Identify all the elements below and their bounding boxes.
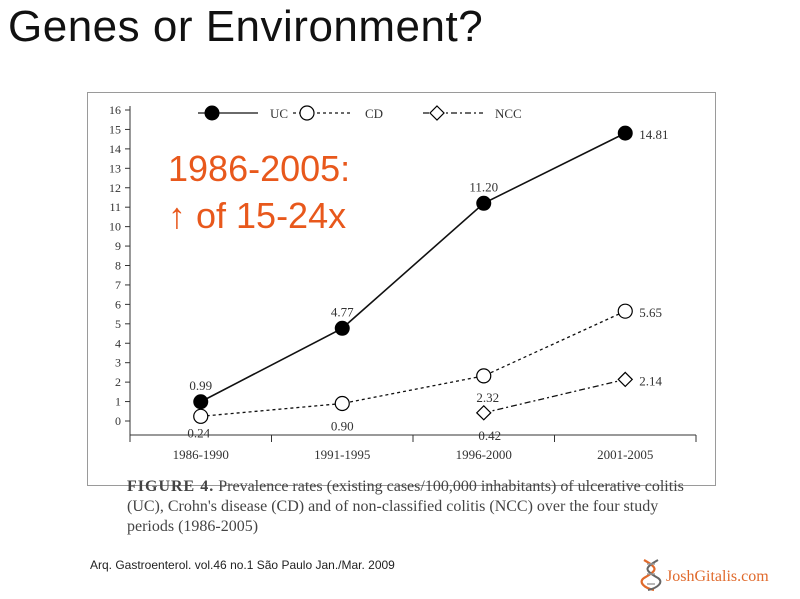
y-tick-label: 12: [109, 181, 121, 195]
data-point: [334, 395, 350, 412]
legend-label-cd: CD: [365, 106, 383, 121]
y-tick-label: 13: [109, 161, 121, 175]
data-point: [476, 368, 492, 384]
y-tick-label: 11: [109, 200, 121, 214]
y-tick-label: 4: [115, 336, 121, 350]
series-line-ncc: [483, 378, 626, 414]
caption-text: Prevalence rates (existing cases/100,000…: [127, 478, 684, 535]
data-point: [429, 105, 445, 121]
slide-title: Genes or Environment?: [8, 2, 484, 51]
data-point: [193, 408, 209, 424]
x-tick-label: 1991-1995: [314, 447, 370, 462]
data-point: [617, 303, 633, 319]
brand[interactable]: JoshGitalis.com: [640, 558, 769, 597]
y-tick-label: 10: [109, 220, 121, 234]
figure-label: FIGURE 4.: [127, 478, 215, 495]
figure-panel: 0 1 2 3 4 5 6 7 8 9 10 11 12 13 14 15 16 1986-1990 1991-19…: [87, 92, 716, 486]
data-point: [193, 394, 209, 410]
data-label: 0.90: [331, 419, 354, 434]
legend-label-ncc: NCC: [495, 106, 522, 121]
data-label: 0.42: [478, 428, 501, 443]
y-tick-label: 14: [109, 142, 121, 156]
data-point: [204, 105, 220, 121]
y-tick-label: 5: [115, 317, 121, 331]
data-label: 4.77: [331, 304, 354, 319]
data-point: [334, 320, 350, 336]
data-label: 2.14: [639, 373, 662, 388]
y-tick-label: 15: [109, 122, 121, 136]
figure-caption: FIGURE 4. Prevalence rates (existing cas…: [127, 477, 687, 537]
brand-link[interactable]: JoshGitalis.com: [666, 568, 769, 585]
data-label: 2.32: [476, 390, 499, 405]
y-tick-label: 1: [115, 395, 121, 409]
growth-callout: 1986-2005: ↑ of 15-24x: [168, 145, 350, 239]
series-line-uc: [200, 132, 626, 403]
x-tick-label: 1996-2000: [456, 447, 512, 462]
y-tick-label: 2: [115, 375, 121, 389]
y-tick-label: 0: [115, 414, 121, 428]
data-point: [475, 404, 492, 421]
data-point: [617, 125, 633, 141]
dna-helix-icon: [640, 558, 662, 597]
callout-period: 1986-2005:: [168, 148, 351, 189]
callout-increase: ↑ of 15-24x: [168, 195, 347, 236]
citation: Arq. Gastroenterol. vol.46 no.1 São Paul…: [90, 558, 395, 572]
data-label: 0.99: [189, 378, 212, 393]
series-line-cd: [200, 310, 626, 417]
data-point: [617, 371, 634, 388]
data-point: [299, 105, 315, 121]
y-tick-label: 3: [115, 356, 121, 370]
y-tick-label: 6: [115, 297, 121, 311]
x-tick-label: 1986-1990: [173, 447, 229, 462]
y-tick-label: 7: [115, 278, 121, 292]
data-point: [476, 195, 492, 211]
x-tick-label: 2001-2005: [597, 447, 653, 462]
y-tick-label: 9: [115, 239, 121, 253]
data-label: 0.24: [187, 425, 210, 440]
data-label: 5.65: [639, 305, 662, 320]
data-label: 14.81: [639, 127, 668, 142]
y-tick-label: 8: [115, 259, 121, 273]
y-tick-label: 16: [109, 103, 121, 117]
legend-label-uc: UC: [270, 106, 288, 121]
data-label: 11.20: [469, 179, 498, 194]
